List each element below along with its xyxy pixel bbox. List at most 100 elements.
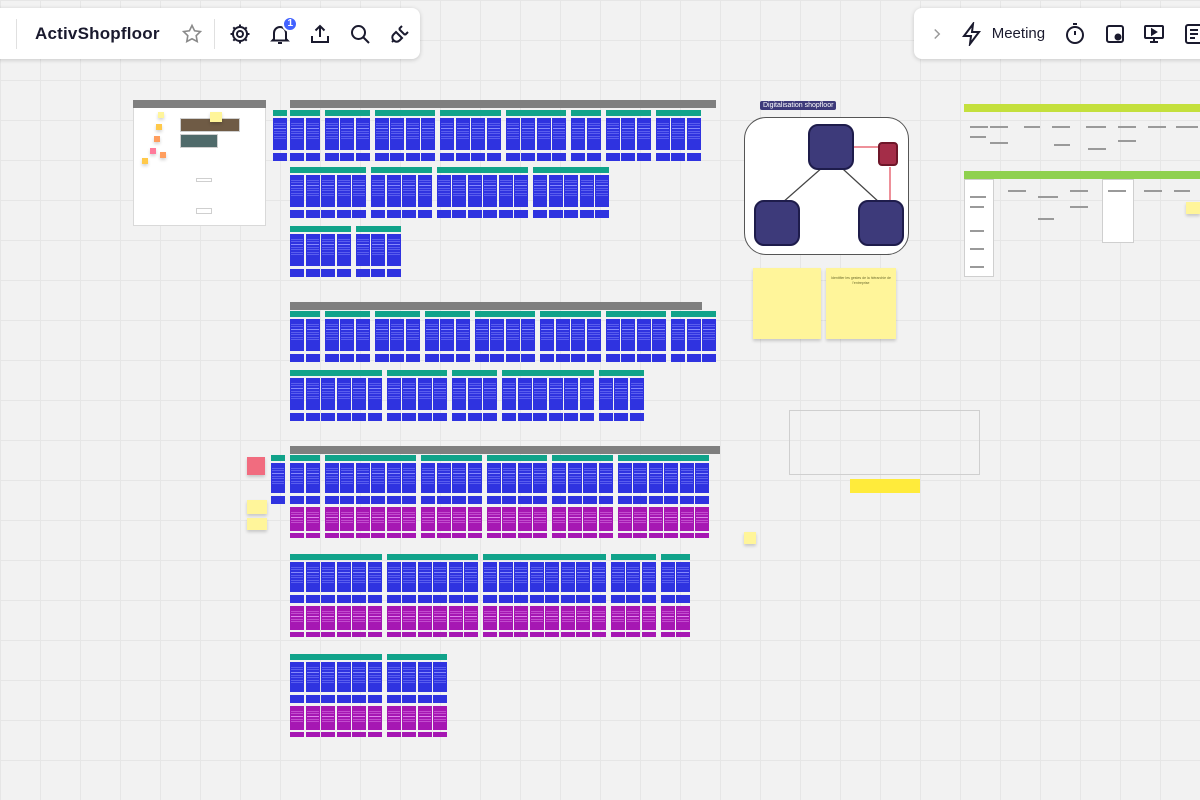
diagram-node-left[interactable] (754, 200, 800, 246)
card[interactable] (417, 378, 432, 410)
card[interactable] (483, 562, 497, 592)
card[interactable] (536, 118, 551, 150)
card-footer[interactable] (605, 153, 620, 161)
card-footer[interactable] (483, 413, 497, 421)
card-footer[interactable] (567, 496, 582, 504)
card[interactable] (374, 319, 389, 351)
sticky-note[interactable] (753, 268, 821, 339)
card[interactable] (605, 319, 620, 351)
card[interactable] (290, 706, 304, 730)
card-footer[interactable] (402, 732, 416, 737)
card[interactable] (290, 507, 304, 531)
card-footer[interactable] (340, 533, 354, 538)
card[interactable] (467, 175, 482, 207)
card[interactable] (552, 118, 566, 150)
card-footer[interactable] (595, 210, 609, 218)
card-footer[interactable] (471, 153, 485, 161)
card[interactable] (552, 507, 566, 531)
sticky-note[interactable] (150, 148, 156, 154)
card[interactable] (417, 606, 432, 630)
card-footer[interactable] (560, 632, 575, 637)
card-footer[interactable] (405, 354, 420, 362)
card-footer[interactable] (679, 533, 694, 538)
card-footer[interactable] (467, 533, 482, 538)
card-footer[interactable] (390, 354, 404, 362)
card-footer[interactable] (636, 153, 651, 161)
card-footer[interactable] (402, 496, 416, 504)
card-footer[interactable] (355, 496, 370, 504)
card-footer[interactable] (660, 595, 675, 603)
card-footer[interactable] (467, 413, 482, 421)
card-footer[interactable] (321, 695, 335, 703)
card[interactable] (695, 507, 709, 531)
card-footer[interactable] (617, 496, 632, 504)
card-footer[interactable] (448, 595, 463, 603)
card-footer[interactable] (533, 533, 547, 538)
card-footer[interactable] (486, 533, 501, 538)
card[interactable] (452, 507, 466, 531)
card-footer[interactable] (564, 210, 578, 218)
sticky-note[interactable] (247, 457, 265, 475)
card[interactable] (324, 463, 339, 493)
card[interactable] (529, 562, 544, 592)
card-footer[interactable] (305, 632, 320, 637)
card-footer[interactable] (452, 413, 466, 421)
card[interactable] (545, 606, 559, 630)
card-footer[interactable] (421, 533, 435, 538)
card-footer[interactable] (548, 210, 563, 218)
card-footer[interactable] (340, 153, 354, 161)
card-footer[interactable] (305, 354, 320, 362)
card-footer[interactable] (671, 153, 685, 161)
card[interactable] (324, 507, 339, 531)
text-box[interactable] (196, 208, 212, 214)
card-footer[interactable] (517, 413, 532, 421)
card-footer[interactable] (290, 533, 304, 538)
card-footer[interactable] (402, 413, 416, 421)
card[interactable] (583, 463, 597, 493)
card-footer[interactable] (514, 210, 528, 218)
card[interactable] (386, 463, 401, 493)
card[interactable] (305, 606, 320, 630)
card-footer[interactable] (290, 496, 304, 504)
card[interactable] (617, 463, 632, 493)
card-footer[interactable] (340, 496, 354, 504)
card-footer[interactable] (336, 732, 351, 737)
card-footer[interactable] (671, 354, 685, 362)
card-footer[interactable] (436, 496, 451, 504)
card[interactable] (564, 378, 578, 410)
card[interactable] (571, 319, 585, 351)
card[interactable] (386, 706, 401, 730)
card[interactable] (679, 507, 694, 531)
card-footer[interactable] (305, 732, 320, 737)
card[interactable] (533, 507, 547, 531)
card[interactable] (467, 463, 482, 493)
card[interactable] (483, 606, 497, 630)
card-footer[interactable] (648, 496, 663, 504)
star-icon[interactable] (176, 18, 208, 50)
card-footer[interactable] (655, 153, 670, 161)
card[interactable] (367, 562, 382, 592)
card[interactable] (686, 319, 701, 351)
card-footer[interactable] (352, 695, 366, 703)
card-footer[interactable] (598, 533, 613, 538)
card-footer[interactable] (336, 695, 351, 703)
card-footer[interactable] (533, 210, 547, 218)
card[interactable] (540, 319, 554, 351)
card[interactable] (610, 562, 625, 592)
card-footer[interactable] (386, 695, 401, 703)
card-footer[interactable] (336, 413, 351, 421)
card-footer[interactable] (486, 153, 501, 161)
card-footer[interactable] (273, 153, 287, 161)
card-footer[interactable] (517, 496, 532, 504)
card[interactable] (641, 606, 656, 630)
card-footer[interactable] (324, 496, 339, 504)
card[interactable] (552, 463, 566, 493)
card-footer[interactable] (402, 695, 416, 703)
card-footer[interactable] (514, 632, 528, 637)
card[interactable] (336, 378, 351, 410)
card-footer[interactable] (305, 210, 320, 218)
card[interactable] (505, 118, 520, 150)
card[interactable] (386, 234, 401, 266)
card[interactable] (290, 606, 304, 630)
card[interactable] (402, 175, 416, 207)
